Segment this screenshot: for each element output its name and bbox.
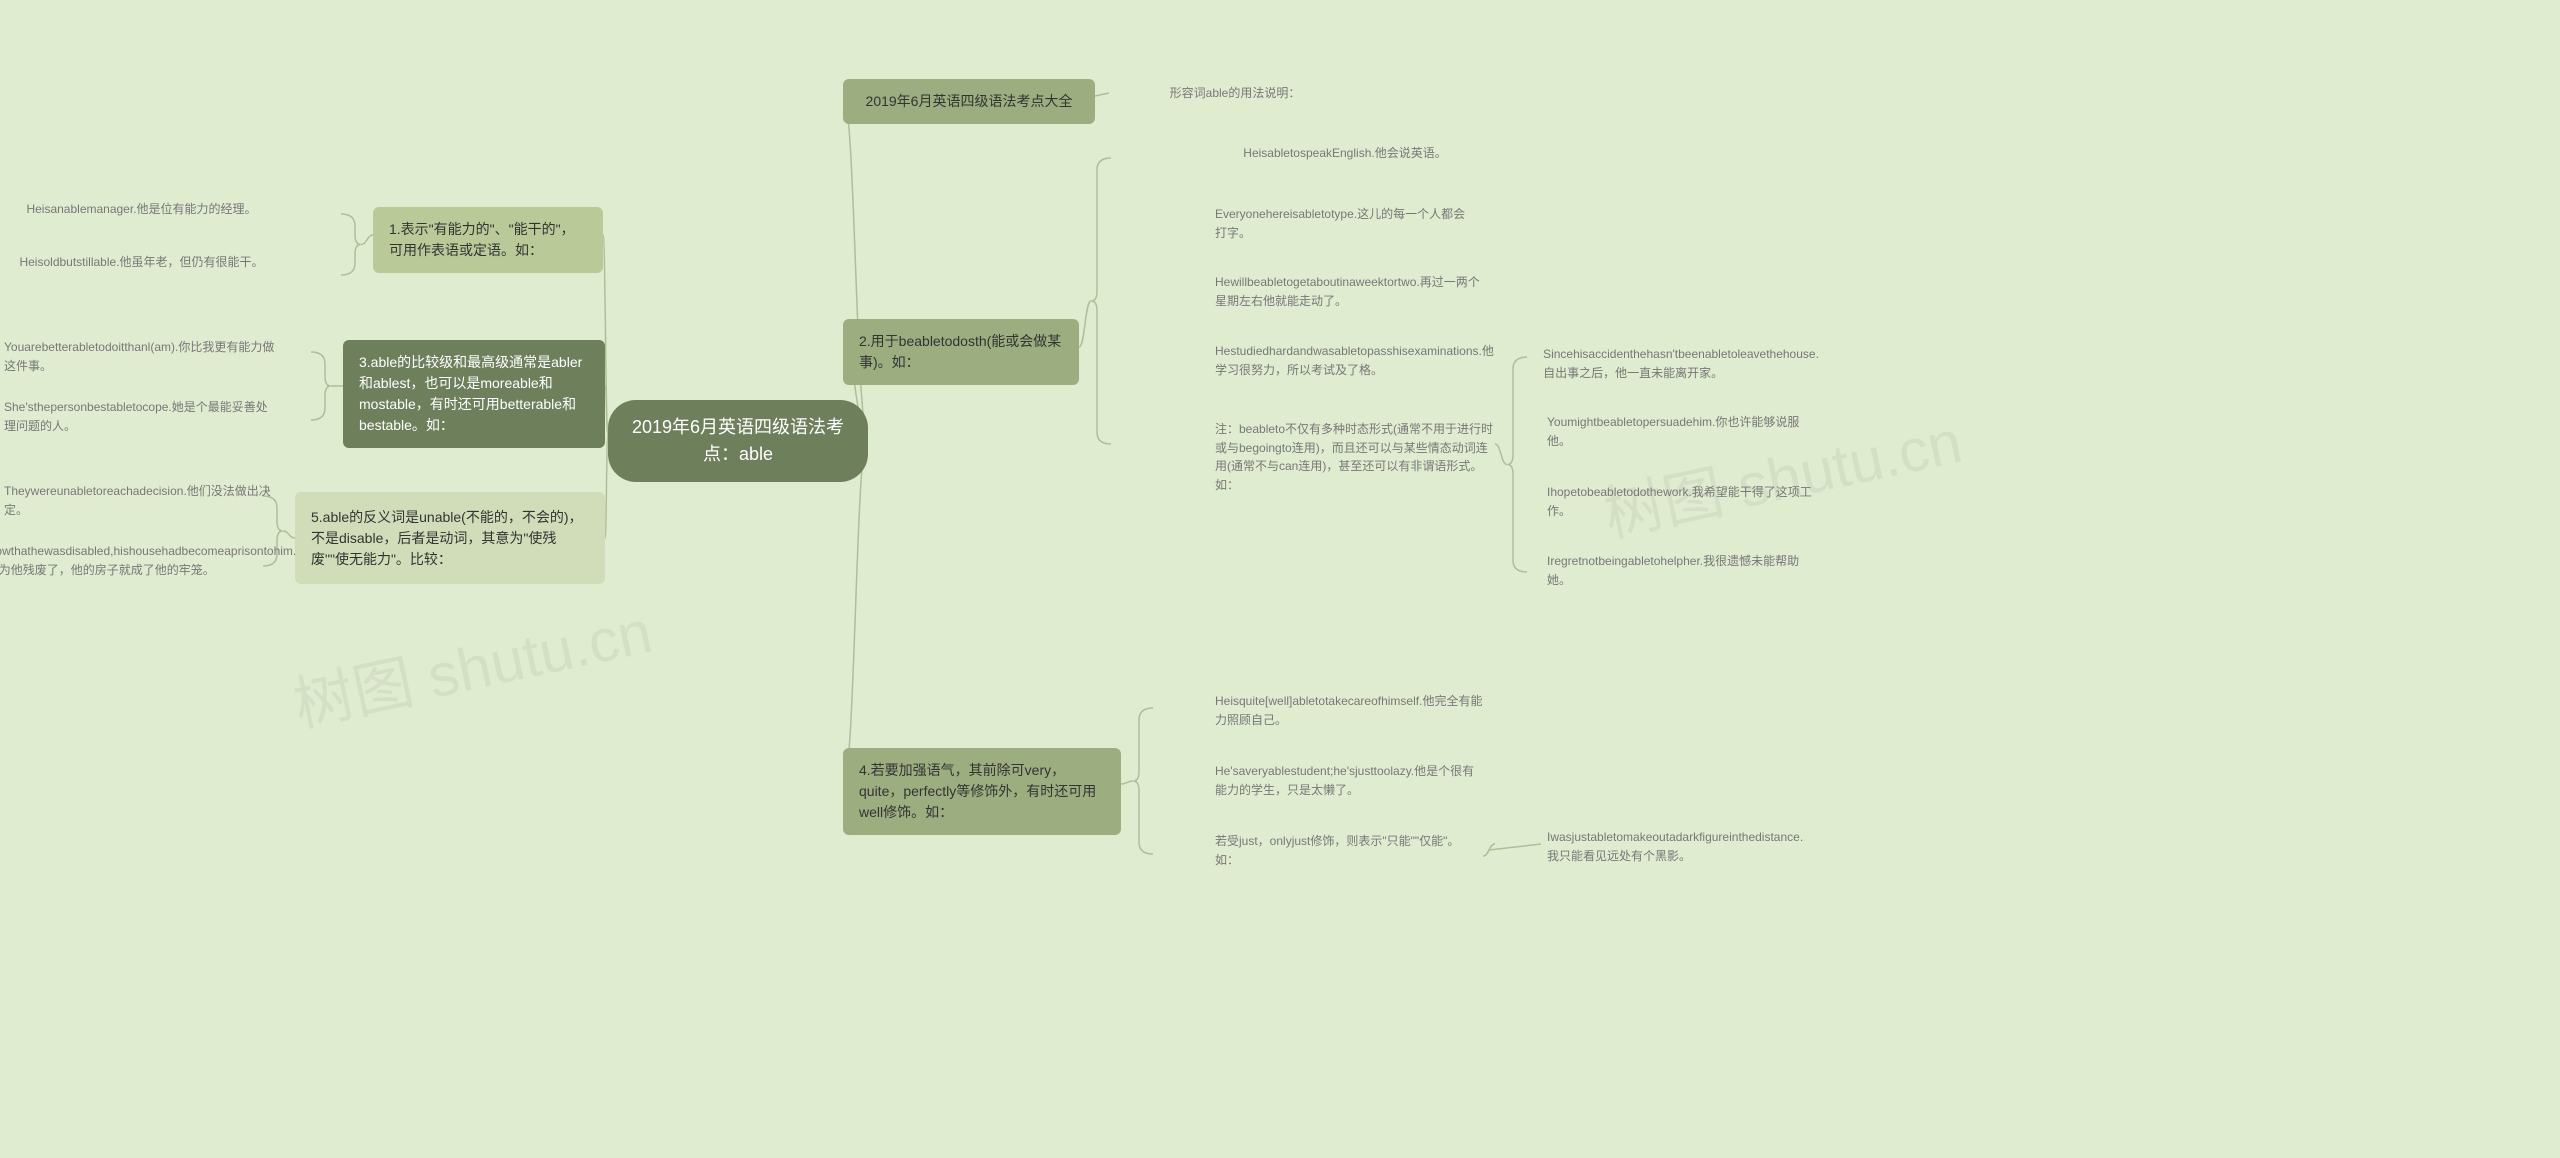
b5-leaf-1: Nowthathewasdisabled,hishousehadbecomeap… [4, 542, 279, 579]
b2: 2.用于beabletodosth(能或会做某事)。如： [843, 319, 1079, 385]
b5-leaf-0: Theywereunabletoreachadecision.他们没法做出决定。 [4, 482, 279, 519]
b2-leaf-0-text: HeisabletospeakEnglish.他会说英语。 [1243, 144, 1446, 163]
b0-label: 2019年6月英语四级语法考点大全 [866, 91, 1073, 112]
b1-leaf-0-text: Heisanablemanager.他是位有能力的经理。 [26, 200, 256, 219]
b2-leaf-4-sub-0-text: Sincehisaccidenthehasn'tbeenabletoleavet… [1543, 345, 1819, 382]
b3-leaf-0: Youarebetterabletodoitthanl(am).你比我更有能力做… [4, 338, 279, 375]
b2-leaf-4-text: 注：beableto不仅有多种时态形式(通常不用于进行时或与begoingto连… [1215, 420, 1495, 494]
b2-leaf-3: Hestudiedhardandwasabletopasshisexaminat… [1215, 342, 1495, 379]
b4-leaf-2: 若受just，onlyjust修饰，则表示"只能""仅能"。如： [1215, 832, 1483, 869]
b0: 2019年6月英语四级语法考点大全 [843, 79, 1095, 124]
b2-leaf-4-sub-2-text: Ihopetobeabletodothework.我希望能干得了这项工作。 [1547, 483, 1815, 520]
b3-leaf-0-text: Youarebetterabletodoitthanl(am).你比我更有能力做… [4, 338, 279, 375]
b2-leaf-4-sub-1-text: Youmightbeabletopersuadehim.你也许能够说服他。 [1547, 413, 1815, 450]
b4-leaf-1: He'saveryablestudent;he'sjusttoolazy.他是个… [1215, 762, 1483, 799]
center-node-label: 2019年6月英语四级语法考点：able [630, 414, 846, 468]
b2-leaf-4-sub-0: Sincehisaccidenthehasn'tbeenabletoleavet… [1547, 345, 1815, 382]
b2-label: 2.用于beabletodosth(能或会做某事)。如： [859, 331, 1063, 373]
b2-leaf-3-text: Hestudiedhardandwasabletopasshisexaminat… [1215, 342, 1495, 379]
b3-label: 3.able的比较级和最高级通常是abler和ablest，也可以是moreab… [359, 352, 589, 436]
b3: 3.able的比较级和最高级通常是abler和ablest，也可以是moreab… [343, 340, 605, 448]
b5-label: 5.able的反义词是unable(不能的，不会的)，不是disable，后者是… [311, 507, 589, 570]
b4-leaf-2-sub-0: Iwasjustabletomakeoutadarkfigureinthedis… [1547, 828, 1815, 865]
b4-label: 4.若要加强语气，其前除可very，quite，perfectly等修饰外，有时… [859, 760, 1105, 823]
b1-leaf-1-text: Heisoldbutstillable.他虽年老，但仍有很能干。 [19, 253, 263, 272]
b1-leaf-0: Heisanablemanager.他是位有能力的经理。 [4, 200, 279, 219]
b1-leaf-1: Heisoldbutstillable.他虽年老，但仍有很能干。 [4, 253, 279, 272]
b2-leaf-4: 注：beableto不仅有多种时态形式(通常不用于进行时或与begoingto连… [1215, 420, 1495, 494]
b5-leaf-0-text: Theywereunabletoreachadecision.他们没法做出决定。 [4, 482, 279, 519]
b4-leaf-0-text: Heisquite[well]abletotakecareofhimself.他… [1215, 692, 1483, 729]
b1: 1.表示"有能力的"、"能干的"，可用作表语或定语。如： [373, 207, 603, 273]
b4-leaf-2-text: 若受just，onlyjust修饰，则表示"只能""仅能"。如： [1215, 832, 1483, 869]
center-node: 2019年6月英语四级语法考点：able [608, 400, 868, 482]
watermark: 树图 shutu.cn [285, 583, 659, 744]
b5: 5.able的反义词是unable(不能的，不会的)，不是disable，后者是… [295, 492, 605, 584]
b4-leaf-2-sub-0-text: Iwasjustabletomakeoutadarkfigureinthedis… [1547, 828, 1815, 865]
b0-leaf-0: 形容词able的用法说明： [1115, 84, 1355, 103]
b0-leaf-0-text: 形容词able的用法说明： [1170, 84, 1301, 103]
b5-leaf-1-text: Nowthathewasdisabled,hishousehadbecomeap… [0, 542, 296, 579]
b1-label: 1.表示"有能力的"、"能干的"，可用作表语或定语。如： [389, 219, 587, 261]
b2-leaf-4-sub-3-text: Iregretnotbeingabletohelpher.我很遗憾未能帮助她。 [1547, 552, 1815, 589]
b2-leaf-4-sub-1: Youmightbeabletopersuadehim.你也许能够说服他。 [1547, 413, 1815, 450]
b2-leaf-1: Everyonehereisabletotype.这儿的每一个人都会打字。 [1215, 205, 1475, 242]
b4: 4.若要加强语气，其前除可very，quite，perfectly等修饰外，有时… [843, 748, 1121, 835]
b4-leaf-0: Heisquite[well]abletotakecareofhimself.他… [1215, 692, 1483, 729]
b2-leaf-4-sub-2: Ihopetobeabletodothework.我希望能干得了这项工作。 [1547, 483, 1815, 520]
b2-leaf-1-text: Everyonehereisabletotype.这儿的每一个人都会打字。 [1215, 205, 1475, 242]
b2-leaf-2-text: Hewillbeabletogetaboutinaweektortwo.再过一两… [1215, 273, 1485, 310]
b2-leaf-2: Hewillbeabletogetaboutinaweektortwo.再过一两… [1215, 273, 1485, 310]
b2-leaf-4-sub-3: Iregretnotbeingabletohelpher.我很遗憾未能帮助她。 [1547, 552, 1815, 589]
b3-leaf-1: She'sthepersonbestabletocope.她是个最能妥善处理问题… [4, 398, 279, 435]
b2-leaf-0: HeisabletospeakEnglish.他会说英语。 [1215, 144, 1475, 163]
b3-leaf-1-text: She'sthepersonbestabletocope.她是个最能妥善处理问题… [4, 398, 279, 435]
b4-leaf-1-text: He'saveryablestudent;he'sjusttoolazy.他是个… [1215, 762, 1483, 799]
